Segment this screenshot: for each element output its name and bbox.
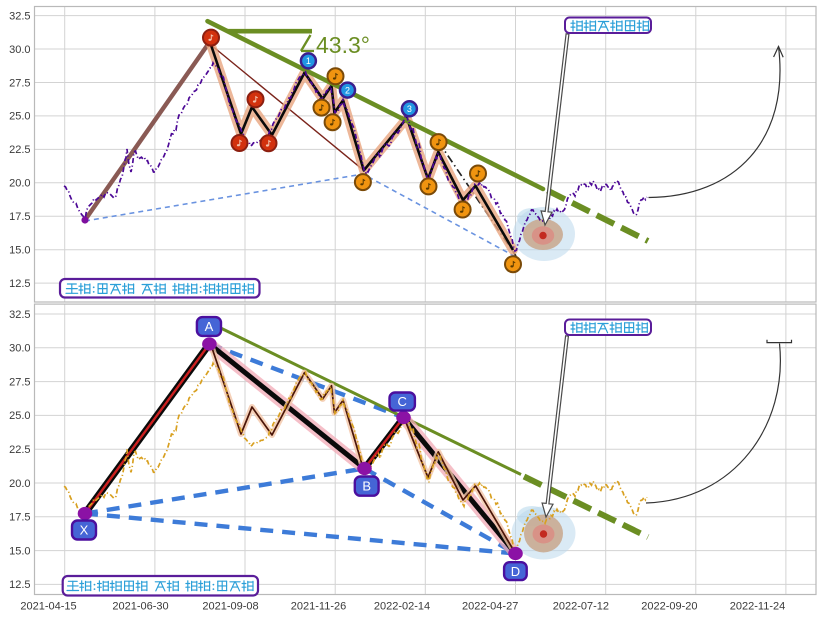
svg-text:2021-11-26: 2021-11-26: [291, 601, 346, 613]
svg-text:2022-07-12: 2022-07-12: [553, 601, 609, 613]
svg-text:2021-04-15: 2021-04-15: [20, 601, 76, 613]
svg-text:2: 2: [345, 85, 350, 95]
svg-text:C: C: [398, 394, 407, 409]
svg-text:2022-04-27: 2022-04-27: [462, 601, 518, 613]
svg-text:15.0: 15.0: [9, 545, 30, 557]
svg-text:2022-11-24: 2022-11-24: [730, 601, 785, 613]
svg-text:30.0: 30.0: [9, 343, 30, 355]
svg-text:D: D: [511, 564, 520, 579]
svg-text:X: X: [80, 523, 89, 538]
svg-text:2022-09-20: 2022-09-20: [641, 601, 697, 613]
svg-text:32.5: 32.5: [9, 10, 30, 22]
svg-text:25.0: 25.0: [9, 410, 30, 422]
svg-text:20.0: 20.0: [9, 478, 30, 490]
svg-text:12.5: 12.5: [9, 278, 30, 290]
svg-text:27.5: 27.5: [9, 77, 30, 89]
svg-text:3: 3: [407, 104, 412, 114]
svg-text:20.0: 20.0: [9, 178, 30, 190]
svg-text:17.5: 17.5: [9, 512, 30, 524]
svg-text:2021-09-08: 2021-09-08: [202, 601, 258, 613]
svg-text:12.5: 12.5: [9, 579, 30, 591]
svg-text:2021-06-30: 2021-06-30: [112, 601, 168, 613]
svg-text:43.3°: 43.3°: [316, 32, 370, 58]
svg-text:22.5: 22.5: [9, 444, 30, 456]
svg-text:2022-02-14: 2022-02-14: [374, 601, 430, 613]
svg-text:22.5: 22.5: [9, 144, 30, 156]
svg-text:A: A: [205, 319, 214, 334]
svg-text:15.0: 15.0: [9, 245, 30, 257]
svg-text:32.5: 32.5: [9, 309, 30, 321]
svg-text:1: 1: [306, 56, 311, 66]
svg-text:25.0: 25.0: [9, 111, 30, 123]
svg-text:B: B: [362, 479, 371, 494]
svg-text:27.5: 27.5: [9, 376, 30, 388]
svg-text:17.5: 17.5: [9, 211, 30, 223]
svg-text:30.0: 30.0: [9, 44, 30, 56]
